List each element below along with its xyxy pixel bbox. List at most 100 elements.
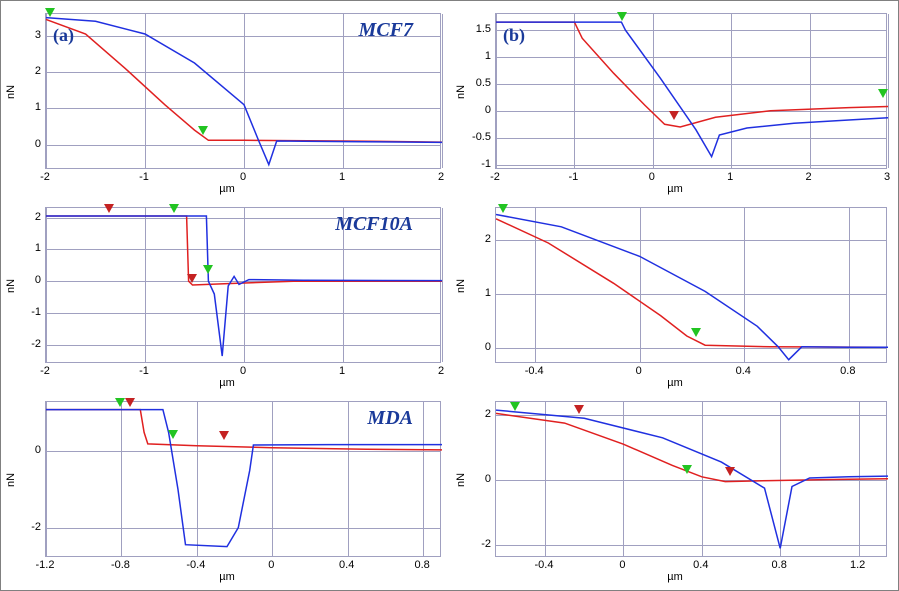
x-axis-title: µm xyxy=(667,377,683,389)
xtick-label: 0 xyxy=(240,171,246,183)
ytick-label: -1 xyxy=(481,158,495,170)
xtick-label: 2 xyxy=(438,171,444,183)
xtick-label: -0.4 xyxy=(186,559,205,571)
xtick-label: 0 xyxy=(636,365,642,377)
ytick-label: 2 xyxy=(485,233,495,245)
ytick-label: 0.5 xyxy=(476,77,495,89)
x-axis-title: µm xyxy=(667,571,683,583)
curve-blue xyxy=(46,216,442,356)
marker-red xyxy=(725,467,735,476)
xtick-label: -1.2 xyxy=(36,559,55,571)
marker-green xyxy=(169,204,179,213)
ytick-label: 1 xyxy=(35,242,45,254)
series-label: MCF7 xyxy=(359,19,413,42)
ytick-label: -2 xyxy=(31,521,45,533)
x-axis-title: µm xyxy=(667,183,683,195)
xtick-label: -2 xyxy=(40,365,50,377)
plot-area xyxy=(495,13,887,169)
xtick-label: -2 xyxy=(490,171,500,183)
marker-red xyxy=(574,405,584,414)
ytick-label: -1 xyxy=(31,306,45,318)
chart-svg xyxy=(496,14,888,170)
marker-green xyxy=(510,402,520,411)
figure-root: 0123-2-1012µmnN(a)MCF7-1-0.500.511.5-2-1… xyxy=(0,0,899,591)
panel-a1: 0123-2-1012µmnN(a)MCF7 xyxy=(7,7,447,197)
xtick-label: -0.8 xyxy=(111,559,130,571)
ytick-label: 0 xyxy=(485,473,495,485)
chart-svg xyxy=(496,208,888,364)
panel-letter: (b) xyxy=(503,25,525,46)
xtick-label: 3 xyxy=(884,171,890,183)
x-axis-title: µm xyxy=(219,571,235,583)
marker-red xyxy=(125,398,135,407)
y-axis-title: nN xyxy=(455,85,467,99)
ytick-label: 0 xyxy=(35,444,45,456)
xtick-label: 0.4 xyxy=(339,559,354,571)
x-axis-title: µm xyxy=(219,183,235,195)
marker-green xyxy=(691,328,701,337)
marker-green xyxy=(168,430,178,439)
ytick-label: 3 xyxy=(35,29,45,41)
y-axis-title: nN xyxy=(5,279,17,293)
marker-green xyxy=(203,265,213,274)
ytick-label: 0 xyxy=(35,138,45,150)
y-axis-title: nN xyxy=(5,473,17,487)
panel-a2: -2 -1 0 1 2 -2 -1 0 1 2 µm nN MCF10A xyxy=(7,201,447,391)
curve-blue xyxy=(46,410,442,547)
xtick-label: 0 xyxy=(649,171,655,183)
xtick-label: 1.2 xyxy=(850,559,865,571)
ytick-label: 0 xyxy=(35,274,45,286)
marker-green xyxy=(617,12,627,21)
xtick-label: 1 xyxy=(727,171,733,183)
series-label: MCF10A xyxy=(335,213,413,236)
y-axis-title: nN xyxy=(455,473,467,487)
ytick-label: 0 xyxy=(485,104,495,116)
marker-green xyxy=(498,204,508,213)
xtick-label: 1 xyxy=(339,365,345,377)
series-label: MDA xyxy=(367,407,413,430)
xtick-label: -0.4 xyxy=(525,365,544,377)
panel-a3: -2 0 -1.2 -0.8 -0.4 0 0.4 0.8 µm nN MDA xyxy=(7,395,447,585)
panel-letter: (a) xyxy=(53,25,74,46)
xtick-label: -1 xyxy=(139,171,149,183)
marker-red xyxy=(187,274,197,283)
ytick-label: -0.5 xyxy=(472,131,495,143)
marker-green xyxy=(45,8,55,17)
xtick-label: 0.4 xyxy=(736,365,751,377)
ytick-label: -2 xyxy=(31,338,45,350)
xtick-label: 1 xyxy=(339,171,345,183)
curve-red xyxy=(496,22,888,127)
xtick-label: -1 xyxy=(569,171,579,183)
xtick-label: 0 xyxy=(240,365,246,377)
xtick-label: 0.8 xyxy=(414,559,429,571)
y-axis-title: nN xyxy=(5,85,17,99)
plot-area xyxy=(495,401,887,557)
curve-blue xyxy=(496,22,888,157)
marker-red xyxy=(219,431,229,440)
xtick-label: 0 xyxy=(268,559,274,571)
chart-svg xyxy=(496,402,888,558)
ytick-label: 2 xyxy=(35,65,45,77)
xtick-label: 2 xyxy=(438,365,444,377)
marker-red xyxy=(104,204,114,213)
xtick-label: -0.4 xyxy=(535,559,554,571)
ytick-label: 2 xyxy=(485,408,495,420)
xtick-label: -1 xyxy=(139,365,149,377)
panel-b3: -202-0.400.40.81.2µmnN xyxy=(457,395,893,585)
ytick-label: 1 xyxy=(485,50,495,62)
marker-green xyxy=(682,465,692,474)
xtick-label: 0.4 xyxy=(693,559,708,571)
plot-area xyxy=(495,207,887,363)
ytick-label: 2 xyxy=(35,211,45,223)
xtick-label: 0.8 xyxy=(840,365,855,377)
marker-red xyxy=(669,111,679,120)
ytick-label: 1.5 xyxy=(476,23,495,35)
y-axis-title: nN xyxy=(455,279,467,293)
x-axis-title: µm xyxy=(219,377,235,389)
ytick-label: 1 xyxy=(485,287,495,299)
panel-b1: -1-0.500.511.5-2-10123µmnN(b) xyxy=(457,7,893,197)
marker-green xyxy=(198,126,208,135)
xtick-label: 0.8 xyxy=(772,559,787,571)
xtick-label: 2 xyxy=(806,171,812,183)
ytick-label: -2 xyxy=(481,538,495,550)
